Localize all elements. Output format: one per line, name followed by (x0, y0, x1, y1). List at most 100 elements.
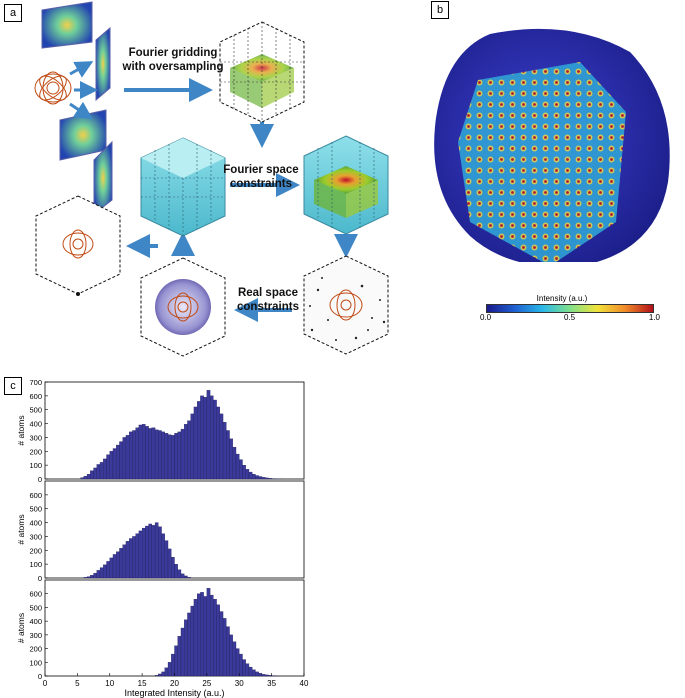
histogram-2-ylabel: # atoms (16, 514, 26, 544)
histogram-2-bar (93, 572, 97, 579)
histogram-2-bar (106, 561, 110, 579)
nanoparticle-model (34, 71, 72, 105)
histogram-3-bar (239, 653, 243, 677)
histogram-2-bar (161, 533, 165, 579)
colorbar-tick-1: 0.5 (564, 313, 576, 322)
histogram-1-ytick-label: 600 (29, 392, 42, 401)
fourier-constraint-cube (303, 135, 389, 235)
histogram-2-bar (187, 577, 191, 579)
histogram-1-bar (213, 399, 217, 480)
histogram-1-ytick-label: 200 (29, 447, 42, 456)
histogram-1-bar (90, 470, 94, 480)
histogram-3-bar (200, 592, 204, 677)
histogram-3-ytick-label: 400 (29, 617, 42, 626)
histogram-3-bar (252, 669, 256, 677)
label-fourier-space-line1: Fourier space (223, 164, 299, 176)
colorbar-label: Intensity (a.u.) (536, 294, 588, 303)
histogram-1-bar (138, 424, 143, 480)
histogram-1-bar (86, 474, 91, 480)
histogram-xtick-label: 20 (170, 679, 179, 688)
histogram-1-bar (80, 477, 85, 480)
histogram-3-ylabel: # atoms (16, 613, 26, 643)
histogram-3-ytick-label: 100 (29, 658, 42, 667)
projection-images (41, 1, 113, 216)
histogram-1-bar (209, 395, 214, 480)
histogram-1-bar (145, 426, 149, 480)
histogram-3-bar (167, 662, 172, 677)
histogram-xtick-label: 25 (202, 679, 211, 688)
histogram-2-bar (184, 575, 188, 579)
histogram-1-bar (239, 459, 243, 480)
panel-c-label: c (4, 377, 22, 395)
histogram-xtick-label: 30 (235, 679, 244, 688)
histogram-2-bar (138, 530, 143, 579)
colorbar-tick-0: 0.0 (480, 313, 492, 322)
label-fourier-space-line2: constraints (230, 178, 292, 190)
histogram-3-bar (258, 673, 263, 677)
histogram-2-bar (99, 567, 104, 579)
histogram-2-ytick-label: 600 (29, 491, 42, 500)
histogram-1-bar (141, 424, 146, 480)
histogram-1-bar (229, 438, 233, 480)
histogram-3-bar (180, 627, 185, 677)
histogram-1-bar (151, 427, 156, 480)
real-space-cube (303, 255, 389, 355)
workflow-diagram (34, 1, 389, 357)
histogram-1-bar (109, 451, 114, 480)
histogram-1-bar (268, 478, 272, 480)
histogram-2-bar (154, 522, 159, 579)
label-real-space: Real space constraints (234, 286, 302, 314)
histogram-1-bar (148, 428, 152, 480)
histogram-1-bar (83, 476, 88, 480)
workflow-arrows (124, 78, 358, 322)
histogram-xtick-label: 15 (138, 679, 147, 688)
histogram-3-bar (255, 671, 259, 677)
histogram-1-bar (264, 477, 269, 480)
label-real-space-line2: constraints (237, 301, 299, 313)
histogram-2-ytick-label: 200 (29, 546, 42, 555)
histogram-1-ytick-label: 0 (38, 475, 42, 484)
histogram-3-bar (184, 619, 188, 677)
histogram-2-bar (158, 526, 162, 579)
histogram-1-bar (112, 448, 117, 480)
histogram-2-bar (177, 569, 182, 579)
histogram-xtick-label: 40 (300, 679, 309, 688)
histogram-2-bar (122, 544, 127, 579)
histogram-2-bar (135, 533, 140, 579)
histogram-1-ytick-label: 100 (29, 461, 42, 470)
histogram-2-bar (141, 527, 146, 579)
histogram-1-bar (187, 420, 191, 480)
histogram-1-ytick-label: 700 (29, 378, 42, 387)
histogram-1-bar (200, 395, 204, 480)
histogram-1-bar (161, 431, 165, 480)
histogram-1-bar (203, 397, 208, 480)
histogram-2-bar (83, 577, 88, 579)
histogram-1-bar (232, 446, 237, 480)
histogram-xtick-label: 5 (75, 679, 80, 688)
histogram-1-bar (116, 444, 120, 480)
histogram-2-bar (132, 536, 136, 579)
histogram-1-bar (180, 428, 185, 480)
histogram-xtick-label: 35 (267, 679, 276, 688)
histogram-xtick-label: 10 (105, 679, 114, 688)
histogram-3-bar (232, 641, 237, 677)
histogram-1-ytick-label: 500 (29, 406, 42, 415)
histogram-1-bar (167, 434, 172, 480)
histogram-3-ytick-label: 300 (29, 631, 42, 640)
histogram-1-bar (216, 406, 220, 480)
gridded-cube (219, 21, 305, 123)
histogram-2-bar (145, 525, 149, 579)
histogram-3-bar (206, 588, 211, 677)
histogram-3-bar (209, 594, 214, 677)
histogram-2-bar (129, 538, 133, 579)
reconstruction-image (434, 28, 670, 262)
histogram-1-bar (235, 453, 240, 480)
histogram-3-ytick-label: 600 (29, 590, 42, 599)
label-fourier-gridding-line2: with oversampling (122, 61, 224, 73)
histogram-3-ytick-label: 500 (29, 603, 42, 612)
panel-a-label: a (4, 4, 22, 22)
histogram-1-bar (106, 454, 110, 480)
histogram-1-bar (171, 435, 175, 480)
histogram-1-bar (255, 475, 259, 480)
histogram-1-bar (135, 427, 140, 480)
